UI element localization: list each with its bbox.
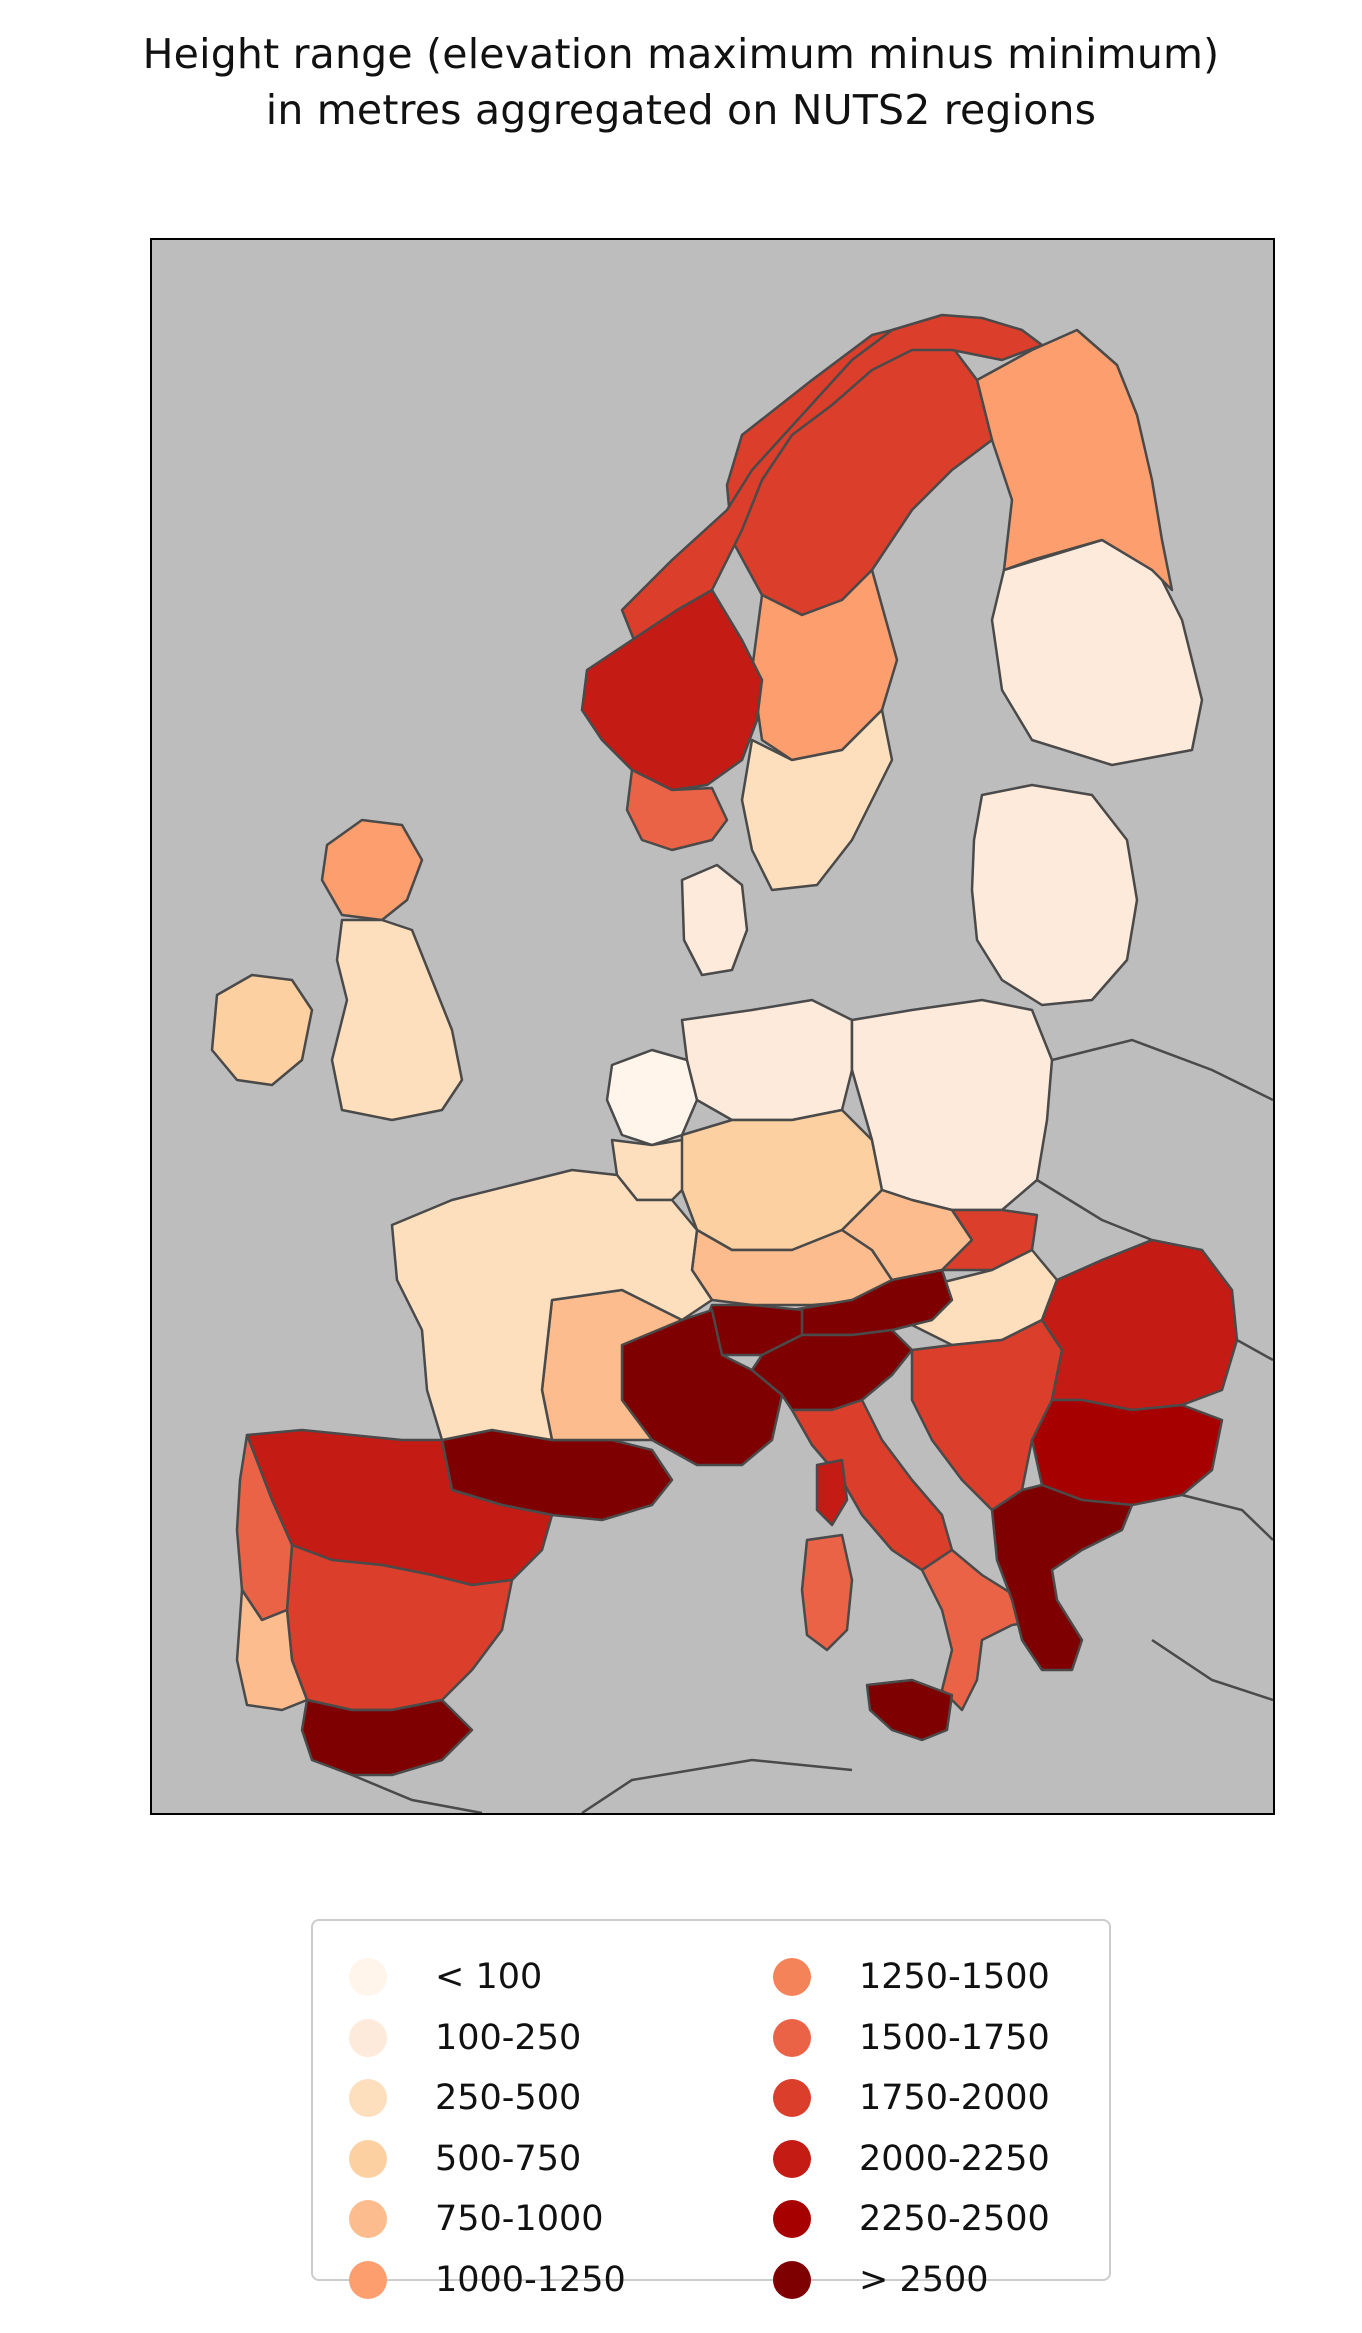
- region-finland-north: [975, 328, 1174, 592]
- region-italy-south: [920, 1548, 1049, 1712]
- region-finland-south: [990, 538, 1204, 767]
- region-bulgaria: [1030, 1398, 1224, 1507]
- legend-item: > 2500: [773, 2250, 1050, 2311]
- legend-item: 250-500: [349, 2068, 626, 2129]
- region-corsica: [815, 1458, 849, 1527]
- region-netherlands: [605, 1048, 699, 1147]
- legend-label: 1500-1750: [859, 2017, 1050, 2058]
- legend-item: 500-750: [349, 2129, 626, 2190]
- region-baltic-states: [970, 783, 1139, 1007]
- legend-item: 1250-1500: [773, 1947, 1050, 2008]
- legend-swatch: [773, 2079, 811, 2118]
- region-sweden-south: [740, 708, 894, 892]
- legend-label: 100-250: [435, 2017, 582, 2058]
- region-ireland: [210, 973, 314, 1087]
- legend-swatch: [349, 2200, 387, 2239]
- context-border: [1051, 1038, 1273, 1102]
- region-germany-north: [680, 998, 854, 1122]
- legend-column-right: 1250-1500 1500-1750 1750-2000 2000-2250 2250…: [773, 1947, 1050, 2310]
- legend-label: < 100: [435, 1957, 543, 1998]
- context-border: [351, 1773, 483, 1813]
- map-title: Height range (elevation maximum minus mi…: [0, 26, 1362, 138]
- legend-swatch: [349, 2018, 387, 2057]
- legend-item: < 100: [349, 1947, 626, 2008]
- map-title-line-1: Height range (elevation maximum minus mi…: [142, 30, 1220, 78]
- region-poland: [850, 998, 1054, 1212]
- legend-item: 750-1000: [349, 2189, 626, 2250]
- legend-swatch: [773, 2018, 811, 2057]
- legend-swatch: [773, 2139, 811, 2178]
- map-title-line-2: in metres aggregated on NUTS2 regions: [265, 86, 1097, 134]
- region-norway-south: [625, 768, 729, 852]
- region-scotland: [320, 818, 424, 922]
- legend-swatch: [773, 2200, 811, 2239]
- legend-item: 1500-1750: [773, 2008, 1050, 2069]
- region-sicily: [865, 1678, 954, 1742]
- region-portugal-south: [235, 1588, 309, 1712]
- region-italy-north: [750, 1328, 914, 1412]
- region-norway-west: [580, 588, 764, 792]
- legend-item: 100-250: [349, 2008, 626, 2069]
- legend-item: 1000-1250: [349, 2250, 626, 2311]
- legend-label: 2250-2500: [859, 2199, 1050, 2240]
- legend-label: 1750-2000: [859, 2078, 1050, 2119]
- region-denmark: [680, 863, 749, 977]
- legend-swatch: [349, 2260, 387, 2299]
- legend-label: 500-750: [435, 2138, 582, 2179]
- legend-item: 2250-2500: [773, 2189, 1050, 2250]
- legend-item: 1750-2000: [773, 2068, 1050, 2129]
- legend-swatch: [773, 1958, 811, 1997]
- europe-map: [210, 313, 1273, 1813]
- region-france-north: [390, 1168, 714, 1442]
- legend-label: > 2500: [859, 2259, 989, 2300]
- legend-swatch: [349, 2079, 387, 2118]
- region-balkans: [910, 1318, 1064, 1512]
- legend-column-left: < 100 100-250 250-500 500-750 750-1000 1000-1…: [349, 1947, 626, 2310]
- legend-label: 1250-1500: [859, 1957, 1050, 1998]
- region-england: [330, 918, 464, 1122]
- legend-label: 250-500: [435, 2078, 582, 2119]
- legend: < 100 100-250 250-500 500-750 750-1000 1000-1…: [311, 1919, 1111, 2300]
- legend-swatch: [349, 2139, 387, 2178]
- region-greece: [990, 1483, 1134, 1672]
- legend-item: 2000-2250: [773, 2129, 1050, 2190]
- map-panel: [150, 238, 1275, 1815]
- region-romania: [1040, 1238, 1239, 1412]
- region-sardinia: [800, 1533, 854, 1652]
- legend-swatch: [773, 2260, 811, 2299]
- context-border: [581, 1758, 853, 1813]
- legend-swatch: [349, 1958, 387, 1997]
- region-spain-south: [300, 1698, 474, 1777]
- context-border: [1151, 1638, 1273, 1702]
- context-border: [1036, 1178, 1153, 1242]
- legend-label: 1000-1250: [435, 2259, 626, 2300]
- context-border: [1236, 1338, 1273, 1362]
- legend-label: 2000-2250: [859, 2138, 1050, 2179]
- legend-label: 750-1000: [435, 2199, 604, 2240]
- context-border: [1181, 1493, 1273, 1541]
